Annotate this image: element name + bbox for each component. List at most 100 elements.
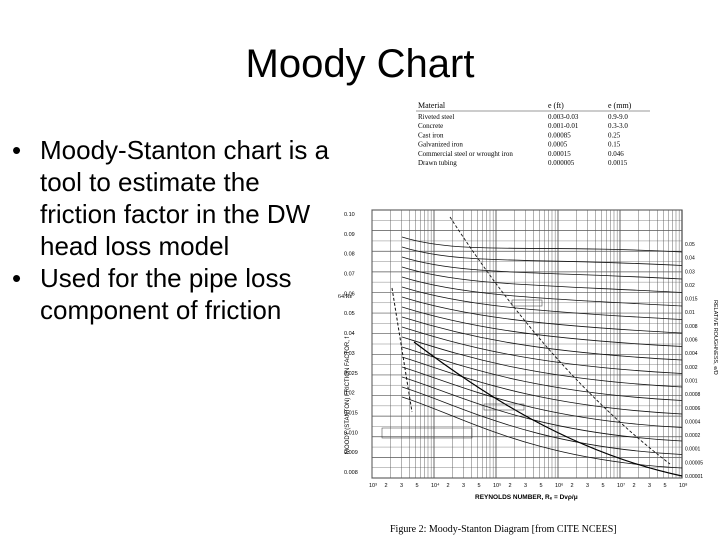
right-tick-label: 0.00005 <box>685 460 703 466</box>
bottom-tick-label: 5 <box>478 483 481 489</box>
bottom-tick-label: 2 <box>509 483 512 489</box>
left-tick-label: 0.08 <box>344 252 355 258</box>
right-tick-label: 0.015 <box>685 297 698 303</box>
left-tick-label: 0.008 <box>344 470 358 476</box>
table-cell: 0.00085 <box>548 131 571 139</box>
table-cell: 0.9-9.0 <box>608 113 628 121</box>
table-cell: Galvanized iron <box>418 141 463 149</box>
laminar-label: 64/Re <box>338 294 353 300</box>
table-cell: 0.001-0.01 <box>548 122 579 130</box>
bottom-tick-label: 10⁵ <box>493 482 501 489</box>
flow-region-marker <box>381 427 473 439</box>
table-cell: 0.25 <box>608 131 621 139</box>
table-cell: 0.0015 <box>608 159 628 167</box>
table-cell: 0.003-0.03 <box>548 113 579 121</box>
left-tick-label: 0.009 <box>344 450 358 456</box>
table-cell: 0.3-3.0 <box>608 122 628 130</box>
slide-title: Moody Chart <box>245 42 475 86</box>
bullet-item: • Used for the pipe loss component of fr… <box>8 262 338 326</box>
roughness-curve <box>401 386 683 455</box>
moody-diagram: Material e (ft) e (mm) Riveted steel 0.003-0… <box>338 101 718 535</box>
right-tick-label: 0.0002 <box>685 433 701 439</box>
table-cell: Riveted steel <box>418 113 454 121</box>
table-cell: 0.15 <box>608 141 621 149</box>
right-tick-label: 0.004 <box>685 351 698 357</box>
table-cell: Cast iron <box>418 131 444 139</box>
smooth-pipe-curve <box>413 341 683 477</box>
roughness-curve <box>401 336 683 388</box>
right-tick-label: 0.006 <box>685 338 698 344</box>
roughness-curve <box>401 366 683 428</box>
table-cell: 0.0005 <box>548 141 568 149</box>
bottom-tick-label: 5 <box>664 483 667 489</box>
right-tick-label: 0.0001 <box>685 447 701 453</box>
table-cell: 0.046 <box>608 150 624 158</box>
left-tick-label: 0.04 <box>344 331 355 337</box>
roughness-curve <box>401 266 683 293</box>
right-tick-label: 0.00001 <box>685 474 703 480</box>
left-tick-label: 0.03 <box>344 351 355 357</box>
roughness-curve <box>401 296 683 334</box>
flow-region-marker <box>511 299 543 307</box>
bullet-item: • Moody-Stanton chart is a tool to estim… <box>8 134 338 262</box>
roughness-curve <box>401 276 683 307</box>
bottom-tick-label: 5 <box>416 483 419 489</box>
table-cell: Commercial steel or wrought iron <box>418 150 513 158</box>
table-cell: 0.00015 <box>548 150 571 158</box>
right-tick-label: 0.008 <box>685 324 698 330</box>
left-tick-label: 0.05 <box>344 311 355 317</box>
bullet-text: Used for the pipe loss component of fric… <box>40 263 292 325</box>
laminar-line <box>391 287 413 413</box>
roughness-curve <box>401 306 683 347</box>
right-tick-label: 0.001 <box>685 378 698 384</box>
figure-caption: Figure 2: Moody-Stanton Diagram [from CI… <box>390 524 617 535</box>
table-header-cell: Material <box>418 101 446 110</box>
bottom-tick-label: 10⁴ <box>431 482 440 489</box>
table-header-cell: e (mm) <box>608 101 632 110</box>
bullet-list: • Moody-Stanton chart is a tool to estim… <box>8 134 338 326</box>
right-axis-label: RELATIVE ROUGHNESS, e/D <box>712 300 718 375</box>
roughness-curve <box>401 246 683 266</box>
bottom-tick-label: 5 <box>602 483 605 489</box>
bottom-tick-label: 2 <box>447 483 450 489</box>
turbulence-boundary-line <box>449 216 671 465</box>
bottom-tick-label: 10⁶ <box>555 482 563 489</box>
table-header-cell: e (ft) <box>548 101 564 110</box>
right-tick-label: 0.0004 <box>685 419 701 425</box>
y-axis-label: MOODY (STANTON) FRICTION FACTOR, f <box>345 336 351 454</box>
bottom-tick-label: 10³ <box>369 483 377 489</box>
bottom-tick-label: 3 <box>648 483 651 489</box>
left-tick-label: 0.02 <box>344 391 355 397</box>
x-axis-label: REYNOLDS NUMBER, Rₑ = Dvρ/μ <box>475 494 578 501</box>
table-cell: Concrete <box>418 122 443 130</box>
moody-diagram-figure: Material e (ft) e (mm) Riveted steel 0.003-0… <box>330 92 720 540</box>
roughness-curve <box>401 326 683 374</box>
bullet-text: Moody-Stanton chart is a tool to estimat… <box>40 135 330 261</box>
roughness-curve <box>401 356 683 415</box>
table-cell: 0.000005 <box>548 159 575 167</box>
bottom-tick-label: 2 <box>385 483 388 489</box>
bottom-tick-label: 3 <box>524 483 527 489</box>
roughness-curve <box>401 346 683 401</box>
left-tick-label: 0.10 <box>344 212 355 218</box>
bottom-tick-label: 3 <box>586 483 589 489</box>
right-tick-label: 0.0006 <box>685 406 701 412</box>
right-tick-label: 0.05 <box>685 242 695 248</box>
bottom-tick-label: 3 <box>400 483 403 489</box>
roughness-curve <box>401 286 683 320</box>
left-tick-label: 0.025 <box>344 371 358 377</box>
table-cell: Drawn tubing <box>418 159 457 167</box>
roughness-curve <box>401 256 683 280</box>
bullet-dot-icon: • <box>12 263 22 293</box>
right-tick-label: 0.0008 <box>685 392 701 398</box>
flow-region-marker <box>483 403 525 411</box>
roughness-curve <box>401 236 683 253</box>
bottom-tick-label: 2 <box>633 483 636 489</box>
bottom-tick-label: 2 <box>571 483 574 489</box>
bottom-tick-label: 3 <box>462 483 465 489</box>
right-tick-label: 0.03 <box>685 269 695 275</box>
bottom-tick-label: 5 <box>540 483 543 489</box>
left-tick-label: 0.010 <box>344 430 358 436</box>
left-tick-label: 0.015 <box>344 410 358 416</box>
right-tick-label: 0.04 <box>685 256 695 262</box>
